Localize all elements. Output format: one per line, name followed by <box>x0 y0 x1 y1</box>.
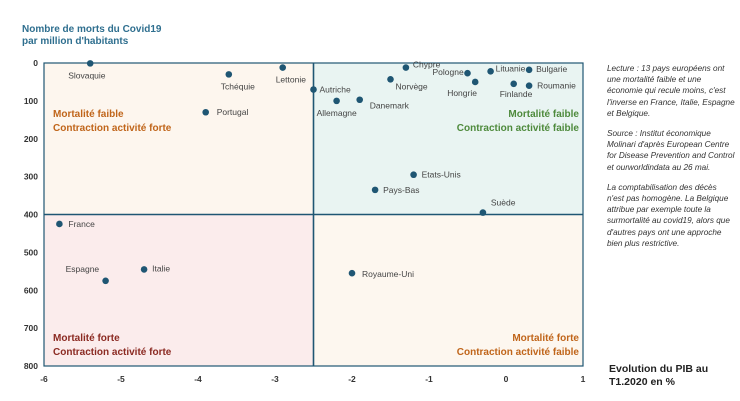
data-point <box>510 80 517 88</box>
quadrant-top-left <box>44 63 314 215</box>
data-point <box>487 68 494 75</box>
point-label: Suède <box>491 198 516 208</box>
y-tick-label: 0 <box>33 58 38 68</box>
quadrant-label-line1: Mortalité faible <box>508 109 579 120</box>
y-tick-label: 300 <box>24 172 38 182</box>
x-tick-label: -4 <box>194 374 202 384</box>
note-comptabilisation: La comptabilisation des décès n'est pas … <box>607 182 730 248</box>
data-point <box>102 277 109 285</box>
y-tick-label: 500 <box>24 247 38 257</box>
quadrant-backgrounds <box>44 63 583 366</box>
point-label: Italie <box>152 263 170 273</box>
data-point <box>371 186 379 194</box>
point-label: Norvège <box>396 81 428 91</box>
x-axis-title: Evolution du PIB au T1.2020 en % <box>609 363 709 388</box>
data-point <box>387 75 394 83</box>
point-label: Pologne <box>433 67 464 77</box>
data-point <box>202 108 209 116</box>
data-point <box>471 78 479 86</box>
x-tick-label: -5 <box>117 374 125 384</box>
y-tick-label: 100 <box>24 96 38 106</box>
point-label: Allemagne <box>317 108 357 118</box>
point-label: Lettonie <box>276 75 307 85</box>
data-point <box>356 96 364 104</box>
y-tick-label: 700 <box>24 323 38 333</box>
point-label: Espagne <box>66 264 100 274</box>
data-point <box>310 86 317 93</box>
quadrant-label-line1: Mortalité faible <box>53 109 124 120</box>
note-lecture: Lecture : 13 pays européens ont une mort… <box>607 64 735 118</box>
point-label: Chypre <box>413 60 441 70</box>
quadrant-label-line1: Mortalité forte <box>53 333 120 344</box>
y-tick-label: 800 <box>24 361 38 371</box>
quadrant-label-line2: Contraction activité forte <box>53 123 172 134</box>
data-point <box>86 60 94 67</box>
data-point <box>410 171 417 179</box>
point-label: Tchéquie <box>221 81 255 91</box>
quadrant-bottom-right <box>313 214 583 366</box>
data-point <box>402 64 410 71</box>
point-label: Finlande <box>500 89 533 99</box>
point-label: France <box>68 219 95 229</box>
x-tick-label: 1 <box>581 374 586 384</box>
quadrant-label-line2: Contraction activité faible <box>457 123 580 134</box>
point-label: Etats-Unis <box>422 170 461 180</box>
x-tick-label: -1 <box>425 374 433 384</box>
quadrant-label-line2: Contraction activité forte <box>53 347 172 358</box>
point-label: Lituanie <box>496 63 526 73</box>
point-label: Slovaquie <box>68 70 106 80</box>
y-axis-title: Nombre de morts du Covid19 par million d… <box>22 24 162 47</box>
quadrant-bottom-left <box>44 214 314 366</box>
data-point <box>140 266 148 273</box>
point-label: Bulgarie <box>536 64 567 74</box>
quadrant-top-right <box>313 63 583 215</box>
plot-frame <box>43 62 584 367</box>
y-tick-label: 600 <box>24 285 38 295</box>
data-points: Slovaquie Tchéquie Lettonie Portugal Autrich… <box>56 60 576 285</box>
quadrant-label-line1: Mortalité forte <box>512 333 579 344</box>
y-tick-label: 400 <box>24 210 38 220</box>
note-source: Source : Institut économique Molinari d'… <box>607 129 735 172</box>
quadrant-label-line2: Contraction activité faible <box>457 347 580 358</box>
quadrant-labels: Mortalité faible Contraction activité for… <box>53 109 579 358</box>
point-label: Roumanie <box>537 81 576 91</box>
point-label: Autriche <box>320 85 351 95</box>
point-label: Royaume-Uni <box>362 269 414 279</box>
x-tick-label: -6 <box>40 374 48 384</box>
data-point <box>56 220 63 228</box>
x-tick-label: 0 <box>504 374 509 384</box>
quadrant-dividers <box>43 62 584 367</box>
data-point <box>348 269 356 277</box>
reading-notes: Lecture : 13 pays européens ont une mort… <box>607 63 735 258</box>
data-point <box>279 64 287 71</box>
data-point <box>333 97 340 105</box>
data-point <box>525 82 533 90</box>
point-label: Danemark <box>370 101 410 111</box>
data-point <box>464 69 471 77</box>
y-tick-label: 200 <box>24 134 38 144</box>
data-point <box>225 71 233 78</box>
point-label: Portugal <box>217 107 249 117</box>
data-point <box>525 66 533 74</box>
data-point <box>479 209 487 216</box>
x-tick-label: -3 <box>271 374 279 384</box>
point-label: Hongrie <box>447 88 477 98</box>
point-label: Pays-Bas <box>383 185 419 195</box>
x-tick-label: -2 <box>348 374 356 384</box>
